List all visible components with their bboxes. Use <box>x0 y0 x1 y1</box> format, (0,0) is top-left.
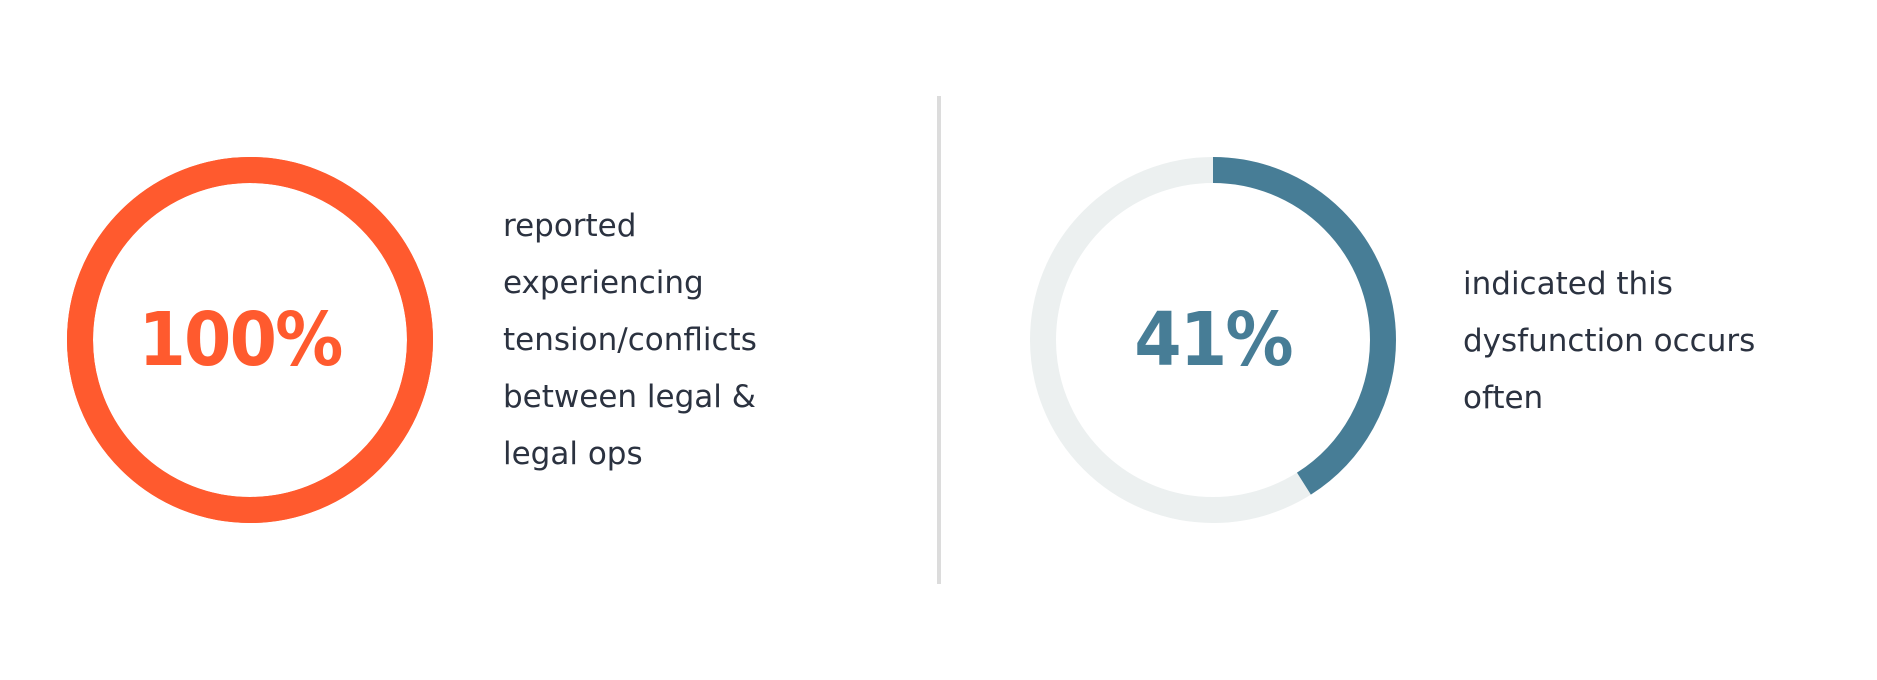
stat-percentage-1: 100% <box>138 297 344 383</box>
stat-description-1: reported experiencing tension/conflicts … <box>503 208 757 472</box>
divider <box>937 96 941 584</box>
stat-ring-fill-1 <box>67 157 433 523</box>
stat-ring-fill-2 <box>1030 157 1396 523</box>
stat-percentage-2: 41% <box>1134 297 1293 383</box>
stat-description-2: indicated this dysfunction occurs often <box>1463 266 1756 416</box>
